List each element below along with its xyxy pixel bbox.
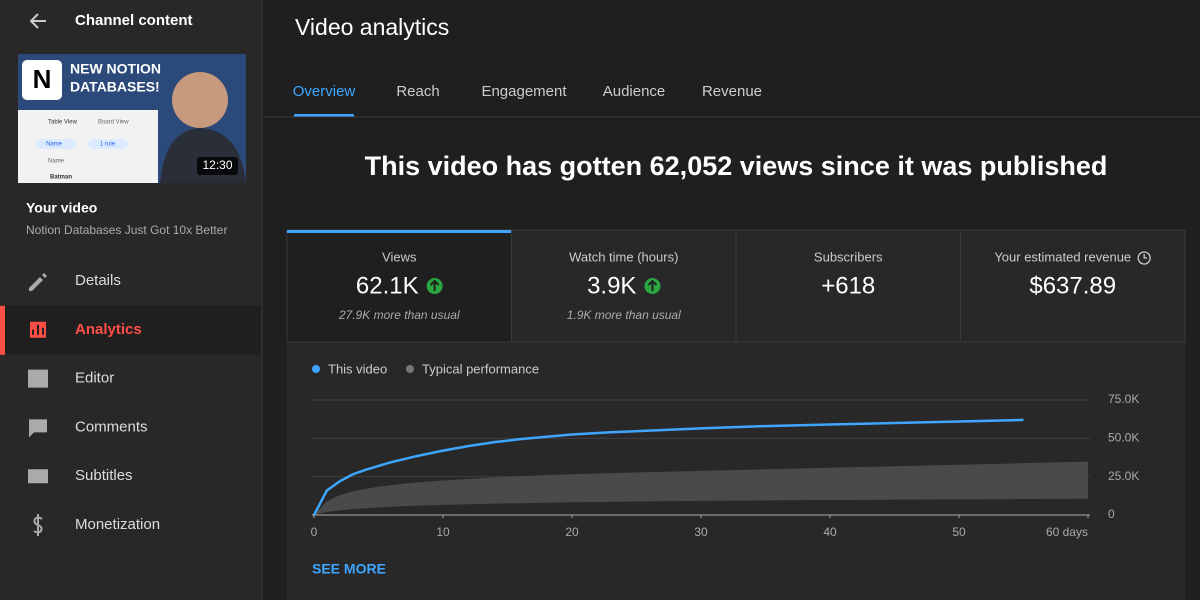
nav-item[interactable]: Editor xyxy=(28,370,114,388)
thumb-column: Name xyxy=(48,159,65,165)
info-icon-hand xyxy=(1143,254,1148,259)
metric-card[interactable]: Your estimated revenue $637.89 xyxy=(960,229,1186,343)
card-value: $637.89 xyxy=(1029,272,1116,299)
nav-icon xyxy=(33,514,43,536)
tab[interactable]: Revenue xyxy=(702,83,762,100)
nav-label: Subtitles xyxy=(75,467,133,484)
nav-item[interactable]: Comments xyxy=(29,418,148,438)
thumb-tab: Board View xyxy=(98,120,129,126)
y-tick-label: 75.0K xyxy=(1108,392,1139,406)
tab[interactable]: Reach xyxy=(396,83,439,100)
thumb-headline: NEW NOTION xyxy=(70,61,161,77)
nav-item[interactable]: Monetization xyxy=(33,514,160,536)
nav-item[interactable]: Subtitles xyxy=(28,467,133,484)
card-value: +618 xyxy=(821,272,875,299)
nav-label: Details xyxy=(75,272,121,289)
legend-swatch xyxy=(406,365,414,373)
tab[interactable]: Engagement xyxy=(481,83,567,100)
thumb-face xyxy=(172,72,228,128)
metric-card[interactable]: Watch time (hours) 3.9K 1.9K more than usu… xyxy=(511,229,737,343)
y-tick-label: 25.0K xyxy=(1108,469,1139,483)
card-bg xyxy=(735,229,961,343)
card-bg xyxy=(511,229,737,343)
legend-swatch xyxy=(312,365,320,373)
notion-mark: N xyxy=(33,64,52,94)
tab[interactable]: Overview xyxy=(293,83,356,100)
thumb-filter-bg xyxy=(36,139,76,149)
legend-label[interactable]: This video xyxy=(328,361,387,376)
card-label: Watch time (hours) xyxy=(569,249,678,264)
tab-indicator xyxy=(294,114,354,117)
x-tick-label: 10 xyxy=(436,525,450,539)
nav-label: Monetization xyxy=(75,516,160,533)
thumb-tab: Table View xyxy=(48,120,78,126)
notion-logo xyxy=(22,60,62,100)
tab[interactable]: Audience xyxy=(603,83,666,100)
see-more[interactable]: SEE MORE xyxy=(312,561,386,577)
nav-icon xyxy=(28,369,48,388)
duration-badge xyxy=(197,157,238,175)
thumbnail[interactable]: N NEW NOTION DATABASES! Table View Board… xyxy=(18,54,246,183)
x-tick-label: 40 xyxy=(823,525,837,539)
trend-arrow xyxy=(647,279,658,291)
sidebar-title: Channel content xyxy=(75,12,193,29)
x-tick-label: 50 xyxy=(952,525,966,539)
card-value: 62.1K xyxy=(356,272,419,299)
nav-label: Analytics xyxy=(75,321,142,338)
x-tick-label: 30 xyxy=(694,525,708,539)
page-title: Video analytics xyxy=(295,14,449,40)
chart: This video Typical performance 0 25.0K 50.0K… xyxy=(311,361,1140,539)
thumb-filter-bg xyxy=(88,139,128,149)
card-note: 1.9K more than usual xyxy=(567,308,681,322)
series-line xyxy=(312,418,1024,516)
card-indicator xyxy=(287,230,512,233)
nav: Details Analytics Editor Comments Subtitles M… xyxy=(0,272,261,536)
y-tick-label: 0 xyxy=(1108,507,1115,521)
nav-label: Comments xyxy=(75,418,148,435)
metric-card[interactable]: Subscribers +618 xyxy=(735,229,961,343)
thumb-filter: 1 rule xyxy=(100,142,116,148)
x-tick-label: 0 xyxy=(311,525,318,539)
y-tick-label: 50.0K xyxy=(1108,431,1139,445)
info-icon xyxy=(1137,251,1151,265)
typical-band xyxy=(314,461,1088,515)
nav-icon xyxy=(28,319,48,340)
metric-card[interactable]: Views 62.1K 27.9K more than usual xyxy=(286,229,512,343)
card-label: Views xyxy=(382,249,417,264)
card-note: 27.9K more than usual xyxy=(338,308,460,322)
thumb-filter: Name xyxy=(46,142,63,148)
card-bg xyxy=(286,229,512,343)
nav-label: Editor xyxy=(75,370,114,387)
thumb-headline: DATABASES! xyxy=(70,79,160,95)
card-bg xyxy=(960,229,1186,343)
nav-item[interactable]: Analytics xyxy=(0,305,261,355)
trend-arrow xyxy=(429,279,440,291)
nav-icon xyxy=(29,273,47,291)
headline: This video has gotten 62,052 views since… xyxy=(365,151,1108,181)
nav-selected-bar xyxy=(0,305,5,355)
nav-item[interactable]: Details xyxy=(29,272,121,291)
cards: Views 62.1K 27.9K more than usual Watch tim… xyxy=(286,229,1186,343)
video-label: Your video xyxy=(26,200,97,216)
duration: 12:30 xyxy=(202,158,232,172)
legend-label[interactable]: Typical performance xyxy=(422,361,539,376)
card-label: Your estimated revenue xyxy=(994,249,1131,264)
thumb-row: Batman xyxy=(50,175,72,181)
nav-icon xyxy=(29,419,47,438)
video-title: Notion Databases Just Got 10x Better xyxy=(26,223,227,237)
card-value: 3.9K xyxy=(587,272,636,299)
x-tick-label: 20 xyxy=(565,525,579,539)
tabs: Overview Reach Engagement Audience Revenue xyxy=(293,83,762,117)
back-arrow[interactable] xyxy=(29,13,46,29)
x-tick-label: 60 days xyxy=(1046,525,1088,539)
card-label: Subscribers xyxy=(814,249,883,264)
nav-icon xyxy=(28,469,48,484)
